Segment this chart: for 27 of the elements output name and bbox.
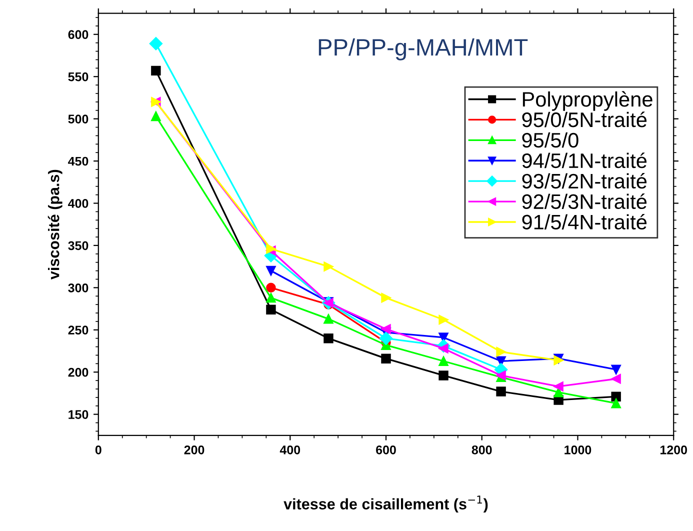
legend-label: 92/5/3N-traité bbox=[522, 193, 647, 210]
y-tick-label: 500 bbox=[68, 114, 88, 124]
y-axis-title: viscosité (pa.s) bbox=[48, 170, 62, 280]
legend-label: 95/5/0 bbox=[522, 132, 578, 148]
x-tick-label: 600 bbox=[376, 445, 396, 454]
legend-label: Polypropylène bbox=[522, 91, 652, 111]
x-axis-title: vitesse de cisaillement (s$^{−1}$) bbox=[284, 496, 488, 512]
y-tick-label: 550 bbox=[68, 72, 88, 82]
y-tick-label: 350 bbox=[68, 241, 88, 250]
y-tick-label: 150 bbox=[68, 410, 88, 419]
y-tick-label: 400 bbox=[68, 199, 88, 208]
y-tick-label: 250 bbox=[68, 326, 88, 335]
legend-label: 94/5/1N-traité bbox=[522, 152, 647, 168]
text: PP/PP-g-MAH/MMT bbox=[318, 38, 528, 60]
x-tick-label: 800 bbox=[472, 445, 492, 454]
legend-label: 91/5/4N-traité bbox=[522, 214, 647, 230]
x-tick-label: 1200 bbox=[660, 445, 687, 454]
x-tick-label: 200 bbox=[184, 445, 204, 454]
x-tick-label: 0 bbox=[95, 445, 102, 454]
x-tick-label: 400 bbox=[280, 445, 300, 454]
y-tick-label: 200 bbox=[68, 368, 88, 377]
legend-label: 93/5/2N-traité bbox=[522, 173, 647, 189]
legend-label: 95/0/5N-traité bbox=[522, 112, 647, 128]
y-tick-label: 600 bbox=[68, 30, 88, 40]
x-tick-label: 1000 bbox=[564, 445, 592, 454]
y-tick-label: 300 bbox=[68, 283, 88, 292]
y-tick-label: 450 bbox=[68, 156, 88, 166]
